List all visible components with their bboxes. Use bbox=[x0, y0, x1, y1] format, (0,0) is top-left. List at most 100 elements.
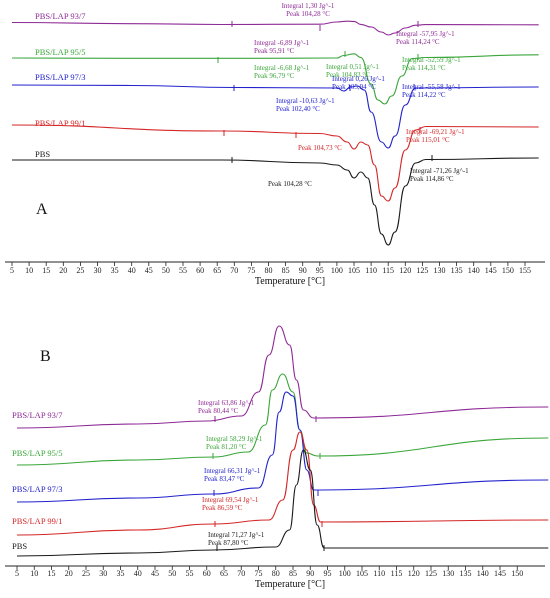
x-tick-label: 145 bbox=[494, 569, 506, 578]
x-tick-label: 125 bbox=[416, 266, 428, 275]
series-pbs: PBS Peak 104,28 °C Integral -71,26 Jg^-1 Pe… bbox=[11, 149, 539, 246]
annotation-line: Peak 95,91 °C bbox=[254, 47, 295, 55]
annotation: Peak 104,28 °C bbox=[268, 180, 312, 188]
x-tick-label: 150 bbox=[502, 266, 514, 275]
x-tick-label: 70 bbox=[230, 266, 238, 275]
x-tick-label: 90 bbox=[299, 266, 307, 275]
x-tick-label: 30 bbox=[99, 569, 107, 578]
series-label: PBS/LAP 99/1 bbox=[35, 118, 85, 128]
x-tick-label: 95 bbox=[316, 266, 324, 275]
series-pbs-lap-99-1: PBS/LAP 99/1 Peak 104,73 °C Integral -69,2… bbox=[11, 118, 539, 202]
series-pbs-lap-99-1: PBS/LAP 99/1 Integral 69,54 Jg^-1 Peak 86,… bbox=[12, 431, 549, 536]
annotation-line: Integral -6,89 Jg^-1 bbox=[254, 39, 310, 47]
series-line bbox=[11, 157, 539, 246]
annotation-line: Peak 105,94 °C bbox=[332, 83, 376, 91]
x-tick-label: 45 bbox=[145, 266, 153, 275]
x-tick-label: 100 bbox=[339, 569, 351, 578]
annotation: Integral 0,26 Jg^-1 Peak 105,94 °C bbox=[332, 75, 385, 91]
annotation: Integral 63,86 Jg^-1 Peak 80,44 °C bbox=[198, 399, 255, 415]
x-tick-label: 25 bbox=[82, 569, 90, 578]
series-label: PBS/LAP 97/3 bbox=[12, 484, 62, 494]
x-tick-label: 35 bbox=[117, 569, 125, 578]
x-tick-label: 120 bbox=[408, 569, 420, 578]
series-label: PBS bbox=[12, 541, 27, 551]
x-tick-label: 75 bbox=[255, 569, 263, 578]
annotation-line: Peak 115,01 °C bbox=[406, 136, 450, 144]
annotation-line: Peak 86,59 °C bbox=[202, 504, 243, 512]
annotation-line: Peak 83,47 °C bbox=[204, 475, 245, 483]
annotation-line: Integral -10,63 Jg^-1 bbox=[276, 97, 335, 105]
series-label: PBS/LAP 97/3 bbox=[35, 72, 85, 82]
x-tick-label: 145 bbox=[485, 266, 497, 275]
annotation: Integral 69,54 Jg^-1 Peak 86,59 °C bbox=[202, 496, 259, 512]
x-tick-label: 50 bbox=[162, 266, 170, 275]
annotation-line: Integral 71,27 Jg^-1 bbox=[208, 531, 265, 539]
annotation: Integral 1,30 Jg^-1 Peak 104,28 °C bbox=[282, 2, 335, 18]
x-tick-label: 110 bbox=[365, 266, 377, 275]
x-tick-label: 50 bbox=[168, 569, 176, 578]
series-label: PBS/LAP 95/5 bbox=[12, 448, 62, 458]
series-pbs-lap-97-3: PBS/LAP 97/3 Integral 66,31 Jg^-1 Peak 83,… bbox=[12, 391, 549, 503]
series-label: PBS/LAP 95/5 bbox=[35, 47, 85, 57]
annotation: Integral 0,51 Jg^-1 Peak 104,83 °C bbox=[326, 63, 379, 79]
series-line bbox=[11, 53, 539, 105]
annotation-line: Peak 114,24 °C bbox=[396, 38, 440, 46]
x-tick-label: 100 bbox=[331, 266, 343, 275]
annotation-line: Peak 104,73 °C bbox=[298, 144, 342, 152]
x-tick-label: 15 bbox=[42, 266, 50, 275]
annotation-line: Integral 58,29 Jg^-1 bbox=[206, 435, 263, 443]
annotation-line: Integral -6,68 Jg^-1 bbox=[254, 64, 310, 72]
x-axis-title: Temperature [°C] bbox=[255, 579, 325, 590]
annotation-line: Peak 80,44 °C bbox=[198, 407, 239, 415]
annotation-line: Peak 81,20 °C bbox=[206, 443, 247, 451]
annotation-line: Integral 66,31 Jg^-1 bbox=[204, 467, 261, 475]
x-tick-label: 45 bbox=[151, 569, 159, 578]
annotation: Peak 104,73 °C bbox=[298, 144, 342, 152]
x-tick-label: 125 bbox=[425, 569, 437, 578]
x-tick-label: 60 bbox=[203, 569, 211, 578]
x-axis-title: Temperature [°C] bbox=[255, 276, 325, 287]
x-tick-label: 105 bbox=[348, 266, 360, 275]
series-label: PBS/LAP 99/1 bbox=[12, 516, 62, 526]
x-tick-label: 55 bbox=[179, 266, 187, 275]
x-tick-label: 140 bbox=[468, 266, 480, 275]
x-tick-label: 5 bbox=[15, 569, 19, 578]
x-tick-label: 60 bbox=[196, 266, 204, 275]
x-tick-label: 65 bbox=[213, 266, 221, 275]
x-tick-label: 85 bbox=[282, 266, 290, 275]
x-tick-label: 35 bbox=[111, 266, 119, 275]
x-tick-label: 150 bbox=[511, 569, 523, 578]
x-tick-label: 140 bbox=[477, 569, 489, 578]
annotation-line: Integral -55,58 Jg^-1 bbox=[402, 83, 461, 91]
annotation-line: Integral 0,51 Jg^-1 bbox=[326, 63, 379, 71]
annotation-line: Peak 104,28 °C bbox=[286, 10, 330, 18]
annotation-line: Integral -57,95 Jg^-1 bbox=[396, 30, 455, 38]
series-label: PBS/LAP 93/7 bbox=[12, 410, 62, 420]
annotation-line: Peak 104,28 °C bbox=[268, 180, 312, 188]
series-line bbox=[16, 431, 549, 536]
annotation: Integral -52,59 Jg^-1 Peak 114,31 °C bbox=[402, 56, 461, 72]
x-tick-label: 130 bbox=[442, 569, 454, 578]
annotation-line: Integral 63,86 Jg^-1 bbox=[198, 399, 255, 407]
annotation: Integral -55,58 Jg^-1 Peak 114,22 °C bbox=[402, 83, 461, 99]
annotation: Integral -69,21 Jg^-1 Peak 115,01 °C bbox=[406, 128, 465, 144]
series-line bbox=[11, 84, 539, 149]
annotation: Integral 58,29 Jg^-1 Peak 81,20 °C bbox=[206, 435, 263, 451]
annotation: Integral -10,63 Jg^-1 Peak 102,40 °C bbox=[276, 97, 335, 113]
series-pbs-lap-95-5: PBS/LAP 95/5 Integral -6,68 Jg^-1 Peak 96,… bbox=[11, 47, 539, 105]
x-tick-label: 20 bbox=[65, 569, 73, 578]
annotation: Integral 71,27 Jg^-1 Peak 87,80 °C bbox=[208, 531, 265, 547]
x-tick-label: 75 bbox=[247, 266, 255, 275]
series-pbs-lap-95-5: PBS/LAP 95/5 Integral 58,29 Jg^-1 Peak 81,… bbox=[12, 373, 549, 466]
x-tick-label: 70 bbox=[237, 569, 245, 578]
x-tick-label: 120 bbox=[399, 266, 411, 275]
series-line bbox=[11, 20, 539, 36]
x-tick-label: 115 bbox=[391, 569, 403, 578]
annotation-line: Peak 87,80 °C bbox=[208, 539, 249, 547]
x-tick-label: 10 bbox=[25, 266, 33, 275]
series-line bbox=[16, 449, 549, 557]
x-tick-label: 105 bbox=[356, 569, 368, 578]
annotation-line: Peak 114,86 °C bbox=[410, 175, 454, 183]
annotation: Integral -57,95 Jg^-1 Peak 114,24 °C bbox=[396, 30, 455, 46]
series-line bbox=[16, 373, 549, 466]
